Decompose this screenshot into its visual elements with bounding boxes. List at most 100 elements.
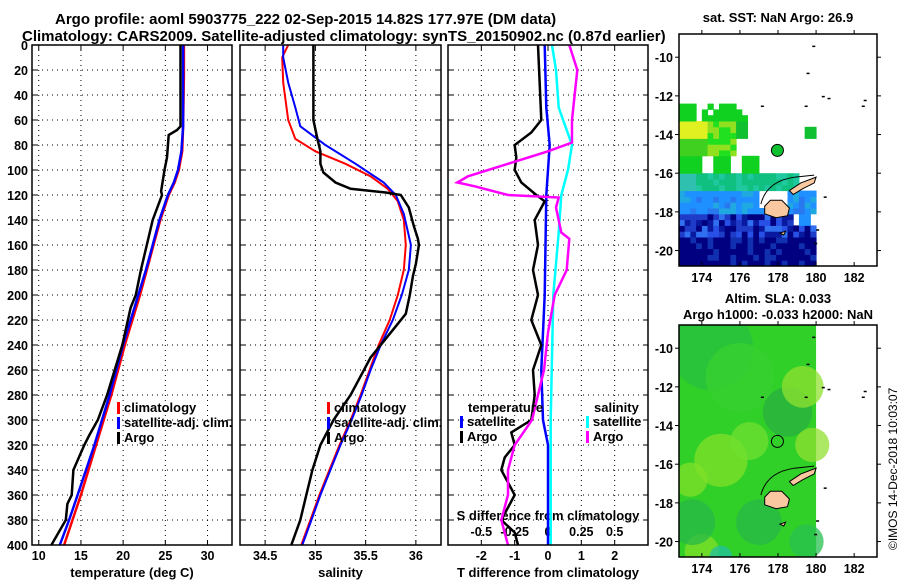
map-cell (810, 132, 817, 139)
map-cell (787, 202, 794, 209)
map-cell (684, 103, 691, 110)
series-line-argo (50, 45, 182, 545)
map-cell (684, 167, 691, 174)
map-cell (679, 167, 686, 174)
y-tick-label: -12 (655, 90, 673, 104)
x-axis-label: temperature (deg C) (70, 565, 194, 580)
map-cell (781, 254, 789, 261)
map-cell (793, 260, 800, 266)
map-cell (764, 179, 771, 186)
map-cell (690, 115, 697, 122)
map-cell (707, 103, 714, 110)
map-cell (770, 225, 777, 232)
map-cell (679, 103, 686, 110)
map-cell (696, 242, 703, 250)
figure-title: Argo profile: aoml 5903775_222 02-Sep-20… (55, 11, 557, 28)
map-cell (690, 190, 697, 197)
small-island (827, 388, 831, 391)
map-cell (679, 173, 686, 180)
x-tick-label: 25 (158, 549, 172, 563)
legend-label: Argo (593, 429, 623, 444)
map-cell (690, 144, 697, 151)
reef-outline (760, 174, 815, 205)
y-tick-label: 300 (7, 414, 28, 428)
map-cell (810, 248, 817, 255)
map-cell (724, 161, 731, 168)
map-cell (707, 126, 714, 134)
map-cell (747, 208, 754, 215)
map-cell (707, 173, 714, 180)
map-cell (758, 219, 766, 226)
map-cell (770, 248, 777, 255)
map-cell (713, 248, 720, 255)
map-cell (741, 242, 749, 250)
map-cell (730, 184, 737, 192)
panel-difference-profile: -2 -1 0 1 2-0.5 -0.25 0 0.25 0.5S difference fro… (447, 44, 649, 580)
map-cell (696, 138, 703, 145)
map-cell (713, 121, 720, 128)
map-cell (701, 150, 709, 157)
map-cell (707, 231, 714, 238)
map-cell (747, 225, 754, 232)
map-cell (690, 196, 697, 203)
map-cell (724, 231, 731, 238)
map-cell (730, 231, 737, 238)
map-cell (707, 184, 714, 192)
map-cell (781, 260, 789, 266)
map-cell (713, 225, 720, 232)
series-line-satellite-adj-clim- (282, 45, 412, 545)
sla-patch (709, 545, 733, 557)
map-cell (776, 260, 783, 266)
x-tick-label: 1 (578, 549, 585, 563)
map-cell (690, 161, 697, 168)
map-cell (696, 196, 703, 203)
legend-swatch (327, 402, 330, 414)
map-cell (793, 242, 800, 250)
map-cell (707, 132, 714, 139)
map-cell (736, 190, 743, 197)
map-cell (793, 190, 800, 197)
y-tick-label: -20 (655, 536, 673, 550)
map-cell (764, 225, 771, 232)
map-cell (776, 231, 783, 238)
map-cell (690, 155, 697, 163)
legend-label: satellite (467, 414, 515, 429)
map-cell (713, 126, 720, 134)
map-cell (713, 115, 720, 122)
map-cell (764, 242, 771, 250)
map-cell (718, 121, 726, 128)
map-cell (713, 213, 720, 221)
map-cell (804, 208, 811, 215)
map-cell (753, 213, 760, 221)
y-tick-label: 340 (7, 464, 28, 478)
map-cell (684, 109, 691, 116)
map-cell (753, 248, 760, 255)
map-cell (793, 231, 800, 238)
map-cell (724, 190, 731, 197)
x2-tick-label: -0.5 (471, 525, 493, 539)
map-cell (798, 231, 806, 238)
map-cell (713, 138, 720, 145)
map-cell (684, 248, 691, 255)
sla-patch (679, 499, 716, 545)
map-cell (701, 202, 709, 209)
map-cell (787, 254, 794, 261)
map-cell (679, 150, 686, 157)
map-cell (776, 219, 783, 226)
y-tick-label: 0 (21, 39, 28, 53)
map-cell (798, 260, 806, 266)
map-sla-map: 174 176 178 180 182 -10 -12 -14 -16 -18 -20 Altim. … (655, 291, 881, 576)
small-island (814, 533, 818, 536)
map-cell (781, 173, 789, 180)
map-cell (696, 254, 703, 261)
map-cell (713, 179, 720, 186)
map-cell (770, 179, 777, 186)
map-cell (724, 150, 731, 157)
map-cell (747, 213, 754, 221)
map-cell (753, 242, 760, 250)
small-island (806, 363, 810, 366)
map-cell (810, 196, 817, 203)
map-cell (804, 126, 811, 134)
small-island (861, 396, 865, 399)
map-cell (696, 144, 703, 151)
